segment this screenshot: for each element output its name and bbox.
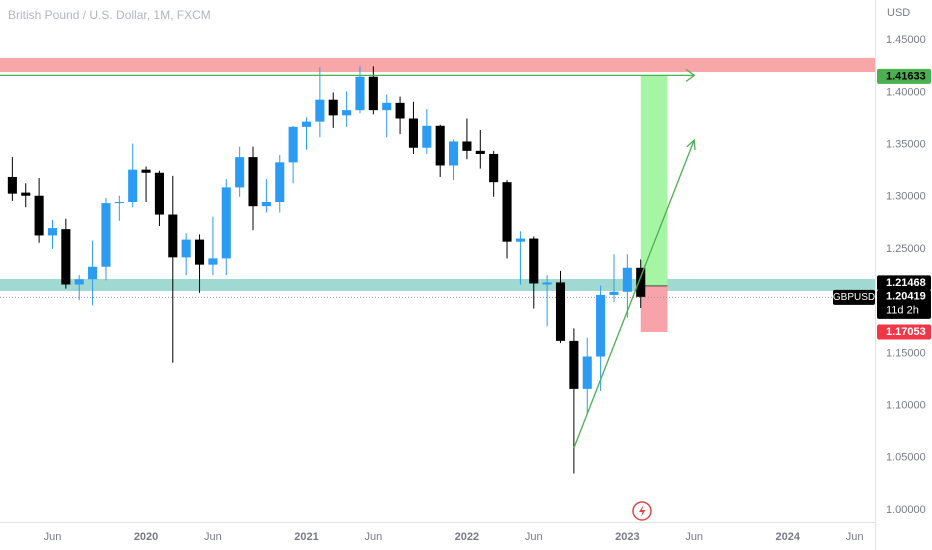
stop-tag-bg xyxy=(877,324,931,340)
candle-body xyxy=(529,238,539,284)
zone xyxy=(0,57,875,73)
y-tick-label: 1.15000 xyxy=(886,347,926,359)
candle-body xyxy=(408,118,418,148)
candle-body xyxy=(128,169,138,203)
stop-tag: 1.17053 xyxy=(886,326,926,338)
x-tick-label: Jun xyxy=(44,531,62,543)
y-tick-label: 1.05000 xyxy=(886,452,926,464)
candle-body xyxy=(21,192,31,196)
candle-body xyxy=(355,76,365,111)
candle-body xyxy=(194,239,205,265)
candle-body xyxy=(435,125,445,166)
candle-body xyxy=(475,150,485,154)
y-tick-label: 1.45000 xyxy=(886,34,926,46)
candle-body xyxy=(315,99,325,122)
candle-body xyxy=(47,228,58,236)
x-tick-label: Jun xyxy=(364,531,382,543)
candle-body xyxy=(221,187,231,259)
target-tag: 1.41633 xyxy=(886,70,926,82)
candle-body xyxy=(515,238,525,242)
candle-body xyxy=(141,169,151,173)
y-tick-label: 1.30000 xyxy=(886,191,926,203)
x-tick-label: Jun xyxy=(846,531,864,543)
candle-body xyxy=(301,121,312,127)
x-tick-label: Jun xyxy=(685,531,703,543)
flash-icon xyxy=(632,501,652,521)
candle-body xyxy=(342,110,352,116)
candle-body xyxy=(235,157,245,188)
y-tick-label: 1.35000 xyxy=(886,139,926,151)
symbol-tag: GBPUSD xyxy=(833,292,875,303)
x-tick-label: Jun xyxy=(525,531,543,543)
candle-body xyxy=(208,258,218,265)
candle-body xyxy=(555,282,566,341)
x-tick-label: 2022 xyxy=(455,531,479,543)
candle-body xyxy=(542,282,552,285)
candle-body xyxy=(462,141,472,151)
zone xyxy=(0,278,875,291)
x-tick-label: 2021 xyxy=(294,531,318,543)
candle-body xyxy=(622,267,632,292)
y-tick-label: 1.40000 xyxy=(886,86,926,98)
candle-body xyxy=(88,266,98,280)
x-tick-label: 2023 xyxy=(615,531,639,543)
candle-body xyxy=(502,182,512,242)
candle-body xyxy=(489,153,499,183)
last-price-tag: 1.20419 xyxy=(886,291,926,303)
candle-body xyxy=(7,176,17,194)
candle-body xyxy=(582,356,592,389)
plot-area xyxy=(0,57,875,474)
chart-title: British Pound / U.S. Dollar, 1M, FXCM xyxy=(8,8,211,22)
candle-body xyxy=(422,125,432,148)
candle-body xyxy=(114,202,124,204)
y-tick-label: 1.00000 xyxy=(886,504,926,516)
candle-body xyxy=(248,157,258,207)
candle-body xyxy=(101,203,111,267)
symbol-tag-bg xyxy=(833,289,875,305)
candle-body xyxy=(61,229,71,285)
x-tick-label: 2020 xyxy=(134,531,158,543)
candle-body xyxy=(34,195,44,236)
candle-body xyxy=(261,202,271,207)
y-unit: USD xyxy=(887,7,910,19)
candle-body xyxy=(275,162,285,203)
candle-body xyxy=(368,76,378,111)
candle-body xyxy=(609,291,619,295)
y-tick-label: 1.10000 xyxy=(886,400,926,412)
candle-body xyxy=(395,102,405,119)
y-tick-label: 1.25000 xyxy=(886,243,926,255)
arrow-head xyxy=(686,138,696,151)
trend-line xyxy=(573,139,695,449)
entry-tag: 1.21468 xyxy=(886,277,926,289)
countdown: 11d 2h xyxy=(886,305,919,317)
candle-body xyxy=(636,267,646,297)
x-tick-label: 2024 xyxy=(776,531,801,543)
candle-body xyxy=(154,172,164,215)
candle-body xyxy=(288,126,298,163)
candle-body xyxy=(596,294,606,357)
candle-body xyxy=(328,99,338,116)
x-tick-label: Jun xyxy=(204,531,222,543)
candle-body xyxy=(382,102,392,111)
last-price-tag-bg xyxy=(877,289,931,319)
target-tag-bg xyxy=(877,68,931,84)
entry-tag-bg xyxy=(877,275,931,291)
candle-body xyxy=(569,340,579,389)
profit-zone xyxy=(640,75,668,286)
candle-body xyxy=(74,279,84,285)
candle-body xyxy=(168,214,178,258)
candle-body xyxy=(449,141,459,166)
arrow-head xyxy=(685,68,696,82)
candle-body xyxy=(181,239,191,258)
